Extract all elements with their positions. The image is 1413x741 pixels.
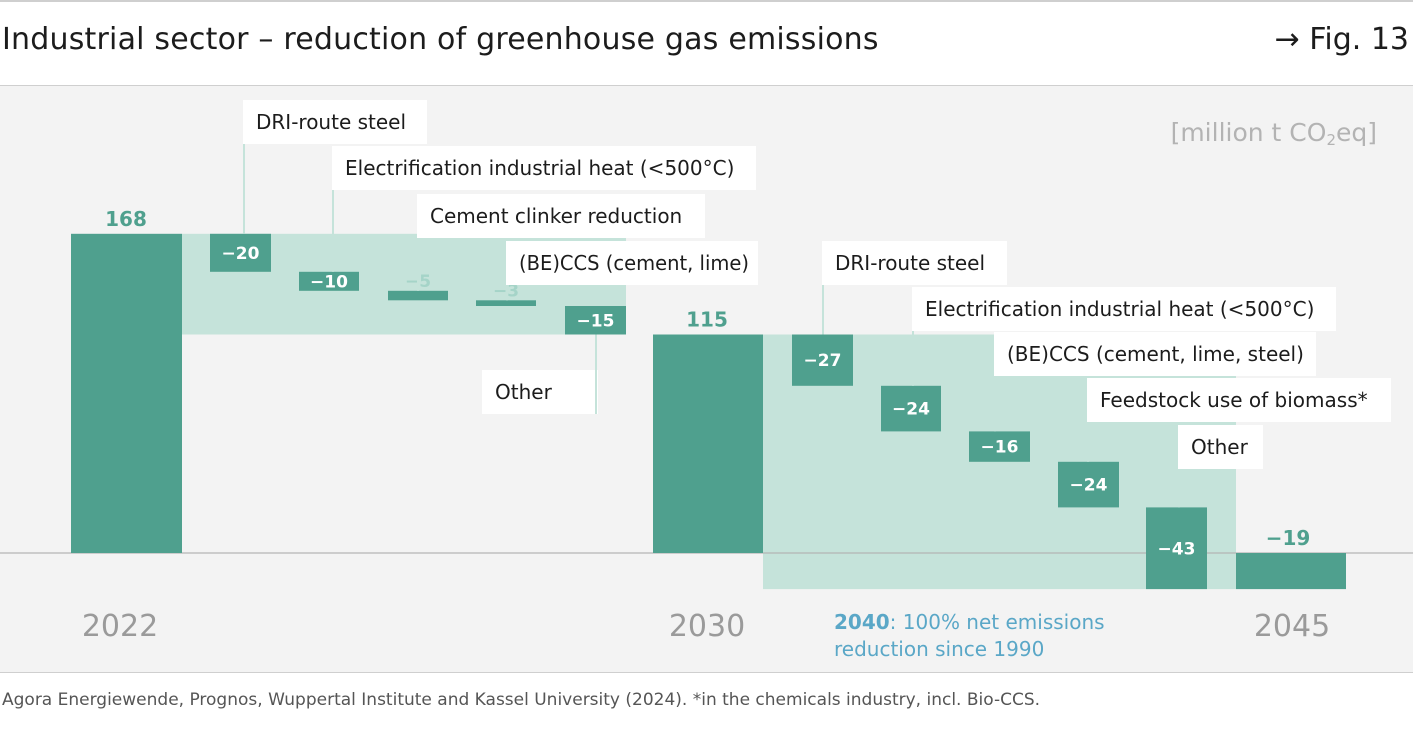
callout-label-3: Cement clinker reduction bbox=[430, 204, 682, 228]
step-value-label-9: −24 bbox=[1070, 476, 1108, 496]
step-value-label-8: −16 bbox=[981, 438, 1019, 458]
step-bar-3 bbox=[388, 290, 448, 301]
unit-suffix: eq] bbox=[1335, 118, 1377, 147]
callout-box-8 bbox=[994, 332, 1316, 376]
callout-label-2: Electrification industrial heat (<500°C) bbox=[345, 156, 734, 180]
note-2040-text: : 100% net emissions bbox=[890, 610, 1105, 634]
step-bar-1 bbox=[210, 233, 271, 272]
callout-box-7 bbox=[912, 287, 1336, 331]
step-bar-6 bbox=[792, 334, 853, 386]
callout-label-8: (BE)CCS (cement, lime, steel) bbox=[1007, 342, 1304, 366]
total-value-label-2045: −19 bbox=[1266, 526, 1311, 550]
unit-prefix: [million t CO bbox=[1170, 118, 1327, 147]
total-value-label-2022: 168 bbox=[105, 207, 147, 231]
callout-box-5 bbox=[482, 370, 598, 414]
year-label-2030: 2030 bbox=[669, 609, 745, 644]
step-bar-8 bbox=[969, 431, 1030, 462]
callout-box-4 bbox=[506, 241, 758, 285]
step-value-label-10: −43 bbox=[1158, 539, 1196, 559]
step-value-label-2: −10 bbox=[310, 272, 348, 292]
top-rule bbox=[0, 0, 1413, 2]
note-2040-line-2: reduction since 1990 bbox=[834, 637, 1044, 661]
year-label-2045: 2045 bbox=[1254, 609, 1330, 644]
callout-box-3 bbox=[417, 194, 705, 238]
callout-label-10: Other bbox=[1191, 435, 1249, 459]
step-value-label-7: −24 bbox=[892, 400, 930, 420]
unit-label: [million t CO2eq] bbox=[1171, 118, 1377, 149]
total-bar-2022 bbox=[71, 233, 182, 554]
note-2040-line-1: 2040: 100% net emissions bbox=[834, 610, 1105, 634]
callout-label-7: Electrification industrial heat (<500°C) bbox=[925, 297, 1314, 321]
total-bar-2045 bbox=[1236, 553, 1346, 590]
callout-box-9 bbox=[1087, 378, 1391, 422]
step-value-label-5: −15 bbox=[577, 311, 615, 331]
callout-label-6: DRI-route steel bbox=[835, 251, 985, 275]
unit-subscript: 2 bbox=[1326, 131, 1336, 149]
callout-box-6 bbox=[822, 241, 1007, 285]
callout-label-4: (BE)CCS (cement, lime) bbox=[519, 251, 749, 275]
callout-label-5: Other bbox=[495, 380, 553, 404]
callout-label-1: DRI-route steel bbox=[256, 110, 406, 134]
step-bar-5 bbox=[565, 306, 626, 335]
figure-reference: → Fig. 13 bbox=[1274, 22, 1409, 57]
step-bar-7 bbox=[881, 385, 941, 432]
step-value-label-6: −27 bbox=[804, 351, 842, 371]
total-bar-2030 bbox=[653, 334, 763, 553]
chart-title: Industrial sector – reduction of greenho… bbox=[2, 22, 879, 57]
year-label-2022: 2022 bbox=[82, 609, 158, 644]
callout-label-9: Feedstock use of biomass* bbox=[1100, 388, 1368, 412]
callout-box-10 bbox=[1178, 425, 1263, 469]
note-2040-year: 2040 bbox=[834, 610, 890, 634]
step-bar-4 bbox=[476, 300, 536, 306]
step-bar-9 bbox=[1058, 461, 1119, 508]
callout-box-1 bbox=[243, 100, 427, 144]
callout-box-2 bbox=[332, 146, 756, 190]
source-note: Agora Energiewende, Prognos, Wuppertal I… bbox=[2, 690, 1041, 710]
step-bar-2 bbox=[299, 271, 359, 291]
total-value-label-2030: 115 bbox=[686, 308, 728, 332]
step-value-label-1: −20 bbox=[222, 244, 260, 264]
step-bar-10 bbox=[1146, 507, 1207, 590]
